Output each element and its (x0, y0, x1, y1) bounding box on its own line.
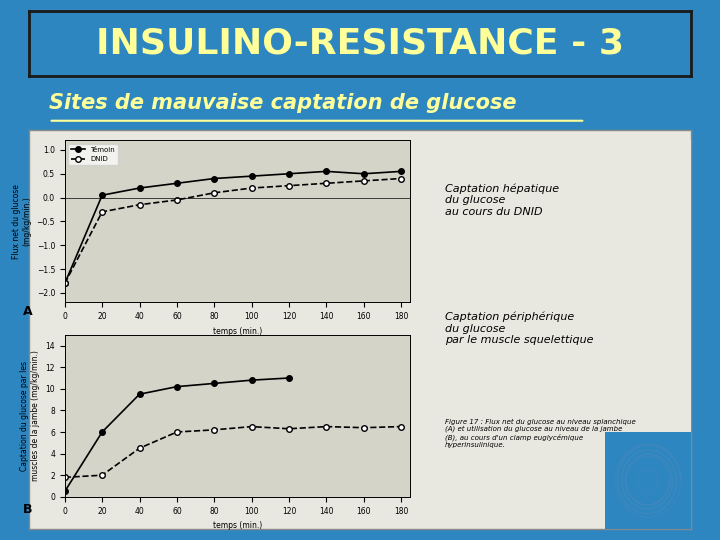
Y-axis label: Flux net du glucose
(mg/kg/min.): Flux net du glucose (mg/kg/min.) (12, 184, 31, 259)
Témoin (397, 168, 405, 174)
DNID (284, 183, 293, 189)
Legend: Témoin, DNID: Témoin, DNID (68, 144, 118, 165)
Témoin (173, 180, 181, 186)
X-axis label: temps (min.): temps (min.) (213, 327, 262, 336)
Témoin (135, 185, 144, 191)
Y-axis label: Captation du glucose par les
muscles de la jambe (mg/kg/min.): Captation du glucose par les muscles de … (20, 350, 40, 481)
Témoin (98, 192, 107, 198)
Line: DNID: DNID (62, 176, 404, 286)
DNID (247, 185, 256, 191)
Text: Captation périphérique
du glucose
par le muscle squelettique: Captation périphérique du glucose par le… (445, 312, 593, 345)
DNID (98, 208, 107, 215)
Text: Figure 17 : Flux net du glucose au niveau splanchique
(A) et utilisation du gluc: Figure 17 : Flux net du glucose au nivea… (445, 418, 636, 448)
Text: A: A (23, 305, 33, 319)
Text: Captation hépatique
du glucose
au cours du DNID: Captation hépatique du glucose au cours … (445, 183, 559, 217)
X-axis label: temps (min.): temps (min.) (213, 521, 262, 530)
Témoin (322, 168, 330, 174)
Témoin (247, 173, 256, 179)
Témoin (60, 280, 69, 287)
Témoin (359, 171, 368, 177)
Témoin (284, 171, 293, 177)
Témoin (210, 176, 219, 182)
Text: B: B (23, 503, 33, 516)
Text: Sites de mauvaise captation de glucose: Sites de mauvaise captation de glucose (49, 92, 516, 113)
DNID (359, 178, 368, 184)
DNID (60, 280, 69, 287)
DNID (322, 180, 330, 186)
DNID (135, 201, 144, 208)
Line: Témoin: Témoin (62, 168, 404, 286)
Text: INSULINO-RESISTANCE - 3: INSULINO-RESISTANCE - 3 (96, 26, 624, 60)
DNID (210, 190, 219, 196)
DNID (397, 176, 405, 182)
DNID (173, 197, 181, 203)
